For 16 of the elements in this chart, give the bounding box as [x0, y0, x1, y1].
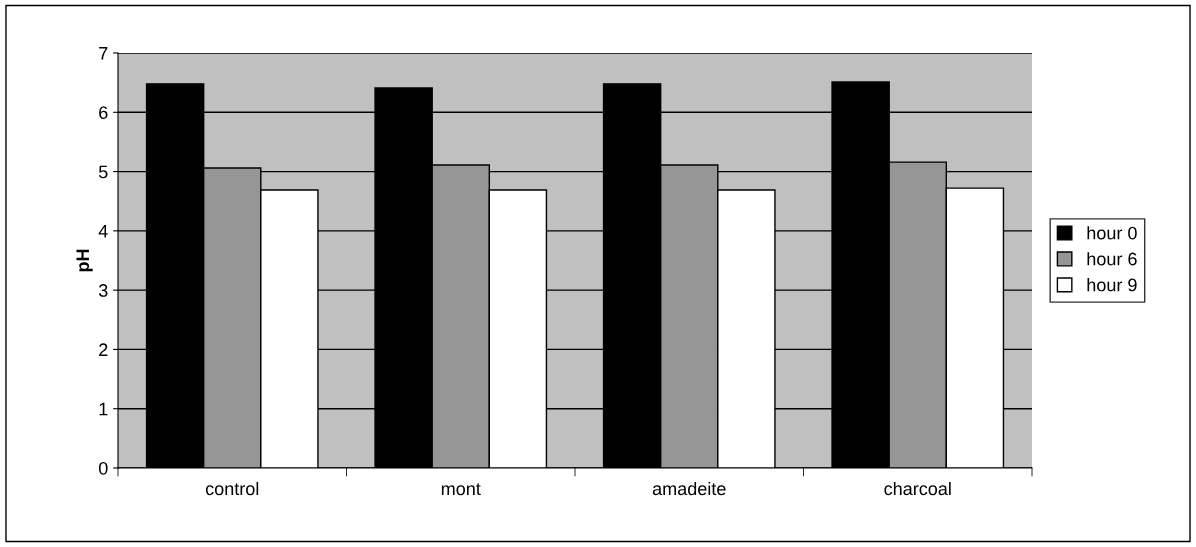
- y-tick-label: 6: [99, 106, 108, 120]
- x-tick-label: charcoal: [884, 481, 951, 496]
- x-tick-label: amadeite: [652, 481, 726, 496]
- y-axis-title: pH: [76, 249, 93, 272]
- x-tick-label: control: [205, 481, 259, 496]
- y-tick-label: 7: [99, 47, 108, 60]
- x-tick-label: mont: [441, 483, 481, 496]
- y-tick-label: 1: [99, 402, 108, 416]
- y-tick-label: 2: [99, 343, 108, 356]
- y-tick-label: 5: [98, 165, 108, 179]
- legend-label: hour 9: [1087, 278, 1137, 292]
- legend-label: hour 0: [1087, 226, 1137, 240]
- y-tick-label: 3: [98, 284, 108, 297]
- y-tick-label: 0: [98, 461, 108, 475]
- y-tick-label: 4: [98, 224, 108, 238]
- legend-label: hour 6: [1087, 252, 1137, 266]
